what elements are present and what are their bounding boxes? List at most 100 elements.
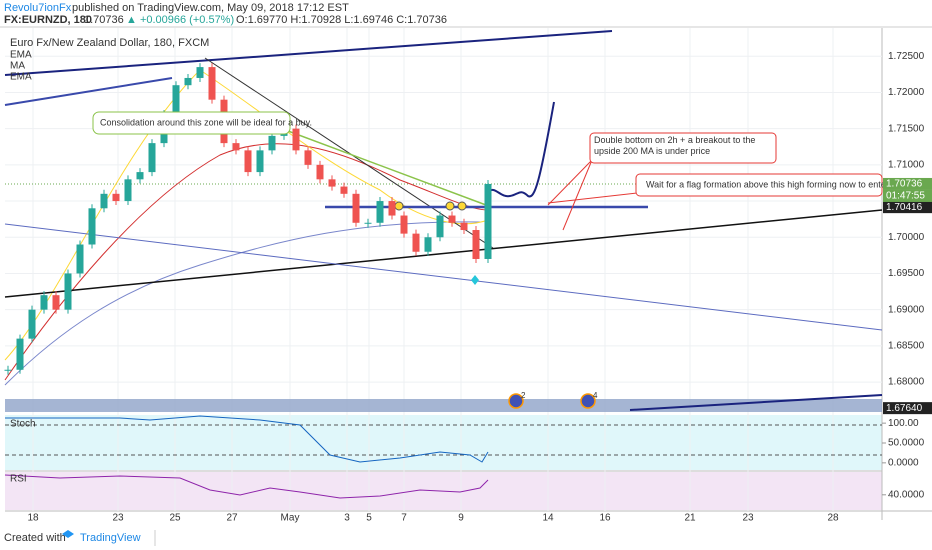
touch-point [394, 201, 404, 211]
event-count: 4 [593, 391, 598, 400]
y-tick-label: 1.68000 [888, 377, 925, 388]
candle [340, 186, 348, 194]
candle [460, 222, 468, 231]
y-tick-label: 1.70000 [888, 232, 925, 243]
ohlc: O:1.69770 H:1.70928 L:1.69746 C:1.70736 [236, 14, 447, 26]
candle [316, 164, 324, 180]
ema-fast [4, 69, 489, 361]
touch-point [457, 201, 467, 211]
price-tag [883, 201, 932, 214]
last-price: 1.70736 [84, 14, 124, 26]
callout-arrow [547, 159, 593, 206]
x-tick-label: 23 [742, 513, 754, 524]
candle [244, 150, 252, 173]
y-tick-label: 1.69000 [888, 304, 925, 315]
x-tick-label: 9 [458, 513, 464, 524]
y-tick-label: 1.72000 [888, 87, 925, 98]
event-marker[interactable] [580, 393, 596, 409]
x-tick-label: May [281, 513, 300, 524]
candle [328, 179, 336, 187]
price-tag-label: 1.67640 [886, 403, 923, 414]
candle [52, 295, 60, 310]
callout-arrow [562, 159, 593, 231]
candle [64, 273, 72, 310]
event-marker[interactable] [508, 393, 524, 409]
y-tick-label: 50.0000 [888, 438, 925, 449]
candle [76, 244, 84, 274]
y-tick-label: 0.0000 [888, 457, 919, 468]
x-tick-label: 25 [169, 513, 181, 524]
candle [448, 215, 456, 223]
wedge-line [279, 127, 487, 206]
published-info: published on TradingView.com, May 09, 20… [72, 2, 349, 14]
candle [400, 215, 408, 234]
zone-band [5, 399, 882, 412]
annotation: Double bottom on 2h + a breakout to the … [594, 135, 756, 156]
signal-diamond [471, 275, 479, 285]
annotation: Wait for a flag formation above this hig… [646, 179, 913, 189]
trendline-top [4, 30, 613, 76]
x-tick-label: 21 [684, 513, 696, 524]
candle [472, 230, 480, 259]
legend-item: EMA [10, 50, 32, 61]
event-count: 2 [521, 391, 526, 400]
stoch-pane [5, 415, 882, 470]
candle [304, 150, 312, 165]
candle [4, 369, 12, 371]
pane-title: Stoch [10, 419, 36, 430]
candle [268, 135, 276, 151]
candle [388, 201, 396, 216]
candle [484, 183, 492, 259]
price-tag [883, 402, 932, 415]
countdown-tag [883, 189, 932, 202]
rsi-line [4, 474, 489, 499]
ma-200 [4, 221, 481, 386]
price-tag-label: 1.70416 [886, 202, 923, 213]
candle [424, 237, 432, 252]
legend-item: MA [10, 61, 25, 72]
y-tick-label: 1.69500 [888, 268, 925, 279]
annotation-box [635, 173, 883, 197]
candle [124, 179, 132, 202]
channel-line [4, 223, 883, 331]
candle [376, 201, 384, 223]
x-tick-label: 7 [401, 513, 407, 524]
candle [172, 85, 180, 115]
y-tick-label: 40.0000 [888, 489, 925, 500]
grid [5, 28, 882, 511]
annotation-box [589, 132, 777, 164]
countdown: 01:47:55 [886, 191, 925, 202]
candle [352, 193, 360, 223]
trendline-bottom [629, 394, 883, 411]
candle [40, 295, 48, 310]
candle [196, 67, 204, 78]
axes: 1.725001.720001.715001.710001.705001.700… [27, 51, 932, 524]
candle [256, 150, 264, 173]
y-tick-label: 1.68500 [888, 341, 925, 352]
price-series [4, 63, 492, 375]
projection-path [487, 101, 555, 198]
x-tick-label: 16 [599, 513, 611, 524]
symbol: FX:EURNZD, 180 [4, 14, 92, 26]
annotation-box [92, 111, 291, 135]
candle [136, 172, 144, 180]
publisher[interactable]: Revolu7ionFx [4, 2, 72, 14]
candle [112, 193, 120, 202]
touch-point [445, 201, 455, 211]
candle [28, 309, 36, 339]
trendline-left [4, 77, 173, 106]
change: ▲ +0.00966 (+0.57%) [126, 14, 234, 26]
annotation-wrap: Double bottom on 2h + a breakout to the … [594, 135, 756, 156]
y-tick-label: 100.00 [888, 418, 919, 429]
x-tick-label: 5 [366, 513, 372, 524]
x-tick-label: 23 [112, 513, 124, 524]
y-tick-label: 1.71500 [888, 123, 925, 134]
price-tag [883, 177, 932, 190]
candle [208, 67, 216, 100]
price-tag-label: 1.70736 [886, 179, 923, 190]
footer-brand[interactable]: TradingView [80, 532, 141, 544]
x-tick-label: 18 [27, 513, 39, 524]
candle [100, 193, 108, 209]
support-line [4, 209, 883, 298]
candle [364, 222, 372, 224]
